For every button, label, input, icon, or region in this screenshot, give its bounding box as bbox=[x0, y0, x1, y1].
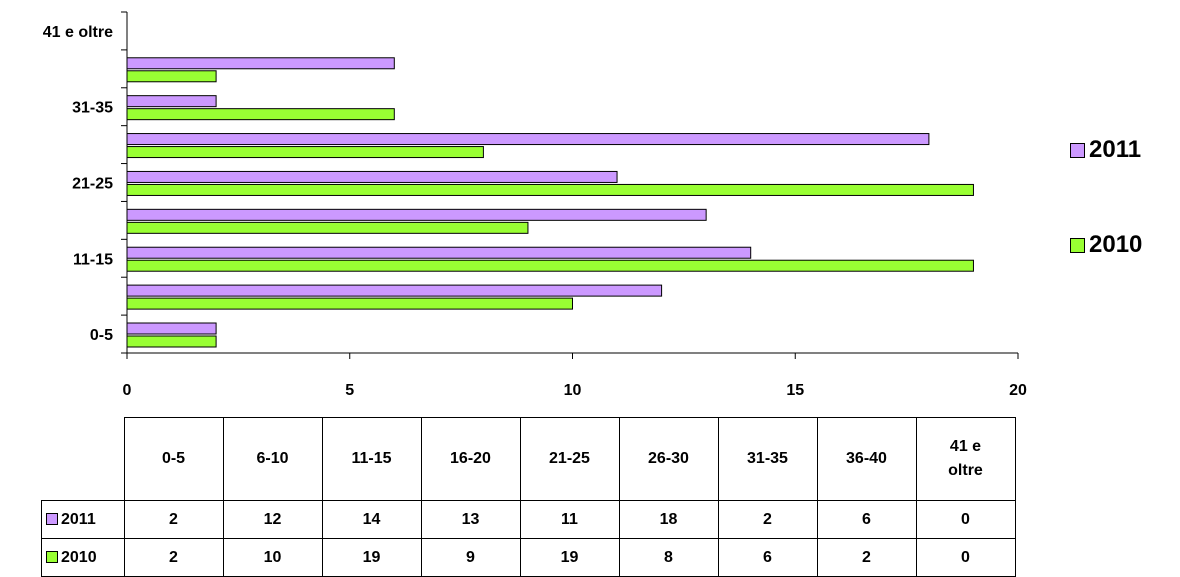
bar-2011-31-35 bbox=[126, 95, 217, 108]
bar-2011-26-30 bbox=[126, 133, 930, 146]
x-tick-label: 5 bbox=[345, 382, 354, 399]
bar-2011-0-5 bbox=[126, 322, 217, 335]
table-row-label: 2011 bbox=[61, 510, 96, 528]
bar-2010-21-25 bbox=[126, 183, 974, 196]
legend-label-2011: 2011 bbox=[1089, 136, 1142, 163]
table-header-cell: 11-15 bbox=[321, 417, 422, 501]
table-cell: 13 bbox=[420, 500, 521, 539]
table-header-cell: 0-5 bbox=[123, 417, 224, 501]
table-cell: 11 bbox=[519, 500, 620, 539]
bar-2010-11-15 bbox=[126, 259, 974, 272]
table-cell: 0 bbox=[915, 538, 1016, 577]
bar-2010-36-40 bbox=[126, 70, 217, 83]
table-header-cell: 21-25 bbox=[519, 417, 620, 501]
table-corner bbox=[41, 417, 125, 501]
table-cell: 2 bbox=[816, 538, 917, 577]
table-cell: 14 bbox=[321, 500, 422, 539]
bar-2011-11-15 bbox=[126, 246, 752, 259]
table-header-cell: 16-20 bbox=[420, 417, 521, 501]
x-tick-label: 0 bbox=[123, 382, 132, 399]
bar-2010-31-35 bbox=[126, 108, 395, 121]
table-cell: 2 bbox=[717, 500, 818, 539]
table-row: 2010 2 10 19 9 19 8 6 2 0 bbox=[41, 538, 1016, 577]
bar-2010-26-30 bbox=[126, 146, 484, 159]
y-tick-label: 41 e oltre bbox=[43, 24, 113, 41]
table-header-cell: 31-35 bbox=[717, 417, 818, 501]
table-cell: 2 bbox=[123, 538, 224, 577]
table-header-cell: 36-40 bbox=[816, 417, 917, 501]
legend-item-2010: 2010 bbox=[1070, 231, 1142, 259]
table-swatch-2011 bbox=[46, 512, 58, 525]
table-swatch-2010 bbox=[46, 550, 58, 563]
x-tick-label: 20 bbox=[1009, 382, 1027, 399]
legend-label-2010: 2010 bbox=[1089, 231, 1143, 258]
legend-swatch-2010 bbox=[1070, 237, 1085, 253]
data-table: 0-5 6-10 11-15 16-20 21-25 26-30 31-35 3… bbox=[41, 417, 1016, 577]
legend-swatch-2011 bbox=[1070, 142, 1085, 158]
bar-chart: 0-5 11-15 21-25 31-35 41 e oltre 0 5 10 15 20 bbox=[43, 11, 1027, 399]
table-row: 2011 2 12 14 13 11 18 2 6 0 bbox=[41, 500, 1016, 539]
y-tick-label: 21-25 bbox=[72, 176, 113, 193]
y-tick-label: 31-35 bbox=[72, 100, 113, 117]
table-cell: 2 bbox=[123, 500, 224, 539]
table-row-header: 2010 bbox=[41, 538, 125, 577]
table-row-header: 2011 bbox=[41, 500, 125, 539]
table-cell: 10 bbox=[222, 538, 323, 577]
table-header-cell: 26-30 bbox=[618, 417, 719, 501]
table-cell: 19 bbox=[321, 538, 422, 577]
bar-2011-36-40 bbox=[126, 57, 395, 70]
y-tick-label: 0-5 bbox=[90, 327, 113, 344]
bar-2011-21-25 bbox=[126, 170, 618, 183]
legend-item-2011: 2011 bbox=[1070, 136, 1141, 164]
bar-2011-6-10 bbox=[126, 284, 663, 297]
table-cell: 6 bbox=[816, 500, 917, 539]
bar-2010-16-20 bbox=[126, 221, 529, 234]
y-tick-label: 11-15 bbox=[73, 251, 113, 268]
table-cell: 19 bbox=[519, 538, 620, 577]
table-cell: 6 bbox=[717, 538, 818, 577]
bar-2010-0-5 bbox=[126, 335, 217, 348]
table-cell: 18 bbox=[618, 500, 719, 539]
table-header-cell: 6-10 bbox=[222, 417, 323, 501]
table-cell: 9 bbox=[420, 538, 521, 577]
table-cell: 8 bbox=[618, 538, 719, 577]
table-row-label: 2010 bbox=[61, 548, 97, 566]
table-header-cell: 41 e oltre bbox=[915, 417, 1016, 501]
table-cell: 12 bbox=[222, 500, 323, 539]
table-cell: 0 bbox=[915, 500, 1016, 539]
x-tick-label: 15 bbox=[786, 382, 804, 399]
bar-2010-6-10 bbox=[126, 297, 573, 310]
bar-2011-16-20 bbox=[126, 208, 707, 221]
table-header-row: 0-5 6-10 11-15 16-20 21-25 26-30 31-35 3… bbox=[41, 417, 1016, 501]
x-tick-label: 10 bbox=[564, 382, 582, 399]
